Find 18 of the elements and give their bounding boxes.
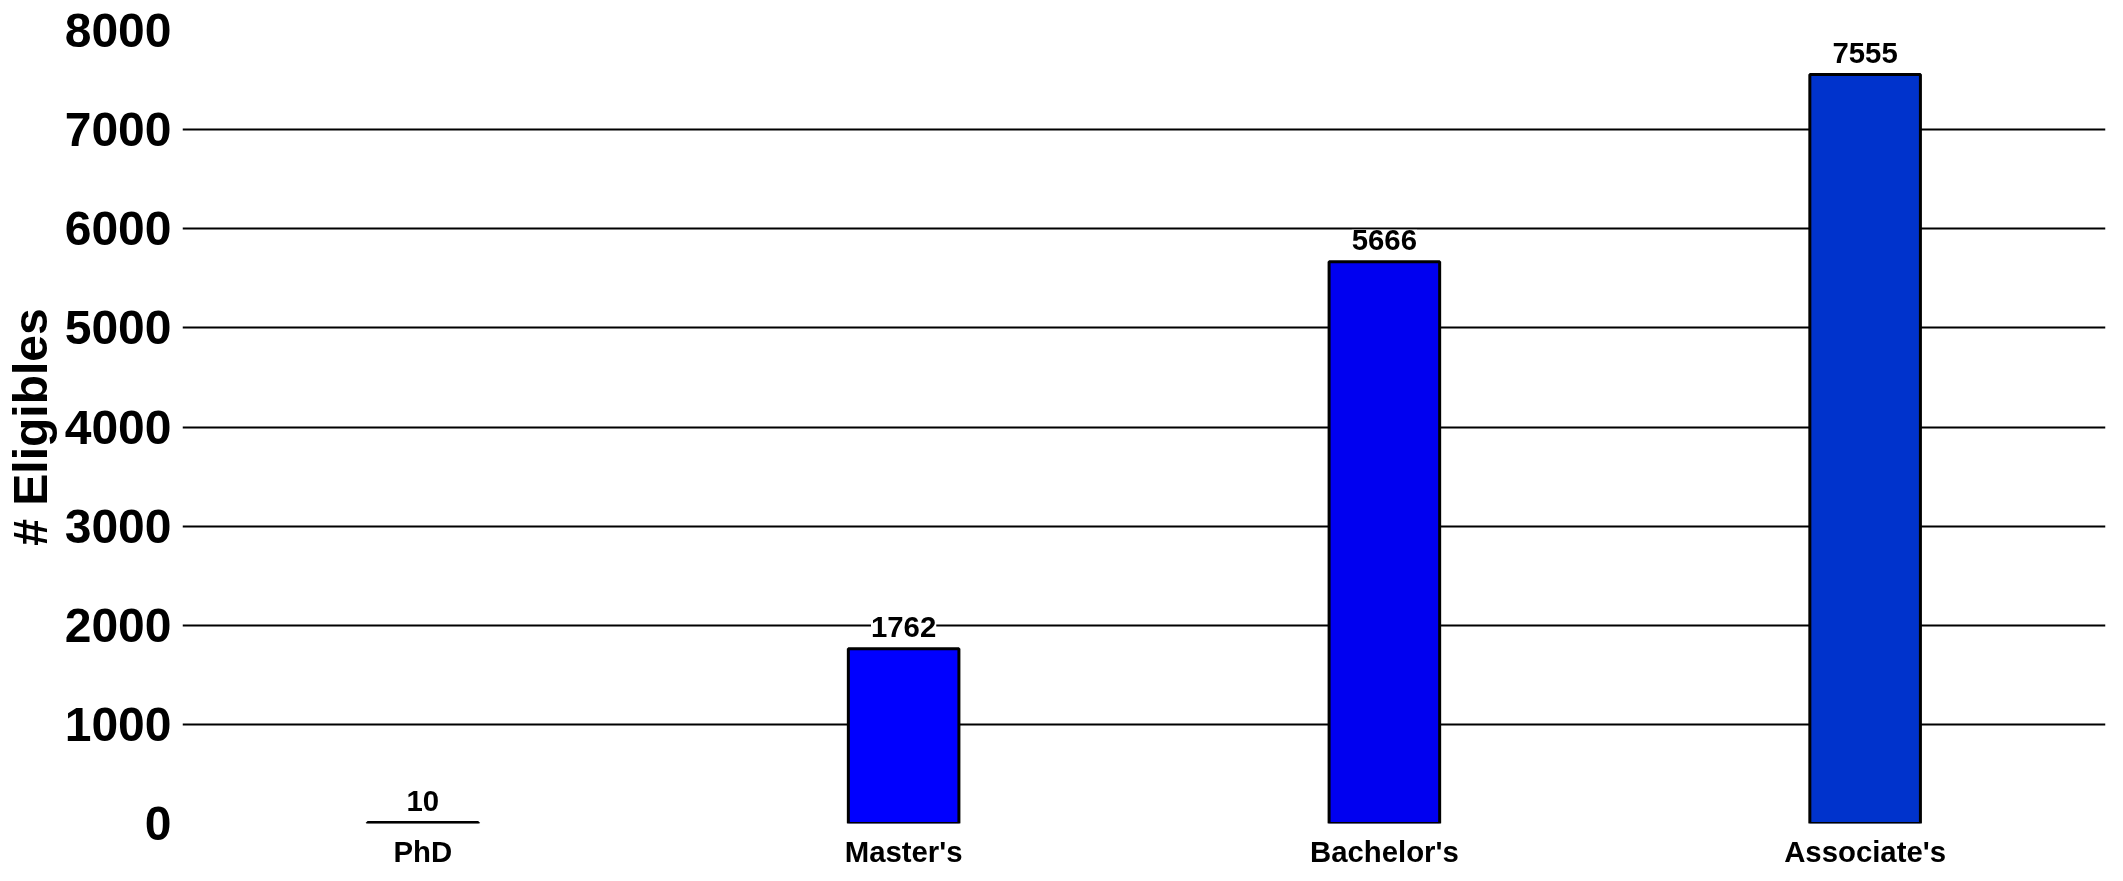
y-tick-label: 8000 bbox=[64, 4, 172, 57]
x-tick-label: Associate's bbox=[1784, 834, 1947, 868]
y-tick-label: 2000 bbox=[64, 598, 172, 652]
y-tick-label: 5000 bbox=[64, 301, 172, 355]
y-tick-label: 7000 bbox=[64, 103, 172, 157]
data-label: 1762 bbox=[871, 609, 937, 643]
y-axis-title: # Eligibles bbox=[3, 308, 57, 546]
data-label: 10 bbox=[406, 783, 440, 817]
y-tick-label: 4000 bbox=[64, 400, 172, 454]
y-tick-label: 1000 bbox=[64, 697, 172, 751]
y-tick-label: 0 bbox=[144, 797, 172, 850]
x-tick-label: Master's bbox=[844, 834, 963, 868]
y-tick-label: 3000 bbox=[64, 499, 172, 553]
data-label: 5666 bbox=[1351, 222, 1417, 256]
data-label: 7555 bbox=[1832, 35, 1898, 69]
x-tick-label: Bachelor's bbox=[1309, 834, 1459, 868]
x-tick-label: PhD bbox=[393, 834, 453, 868]
y-tick-label: 6000 bbox=[64, 202, 172, 256]
